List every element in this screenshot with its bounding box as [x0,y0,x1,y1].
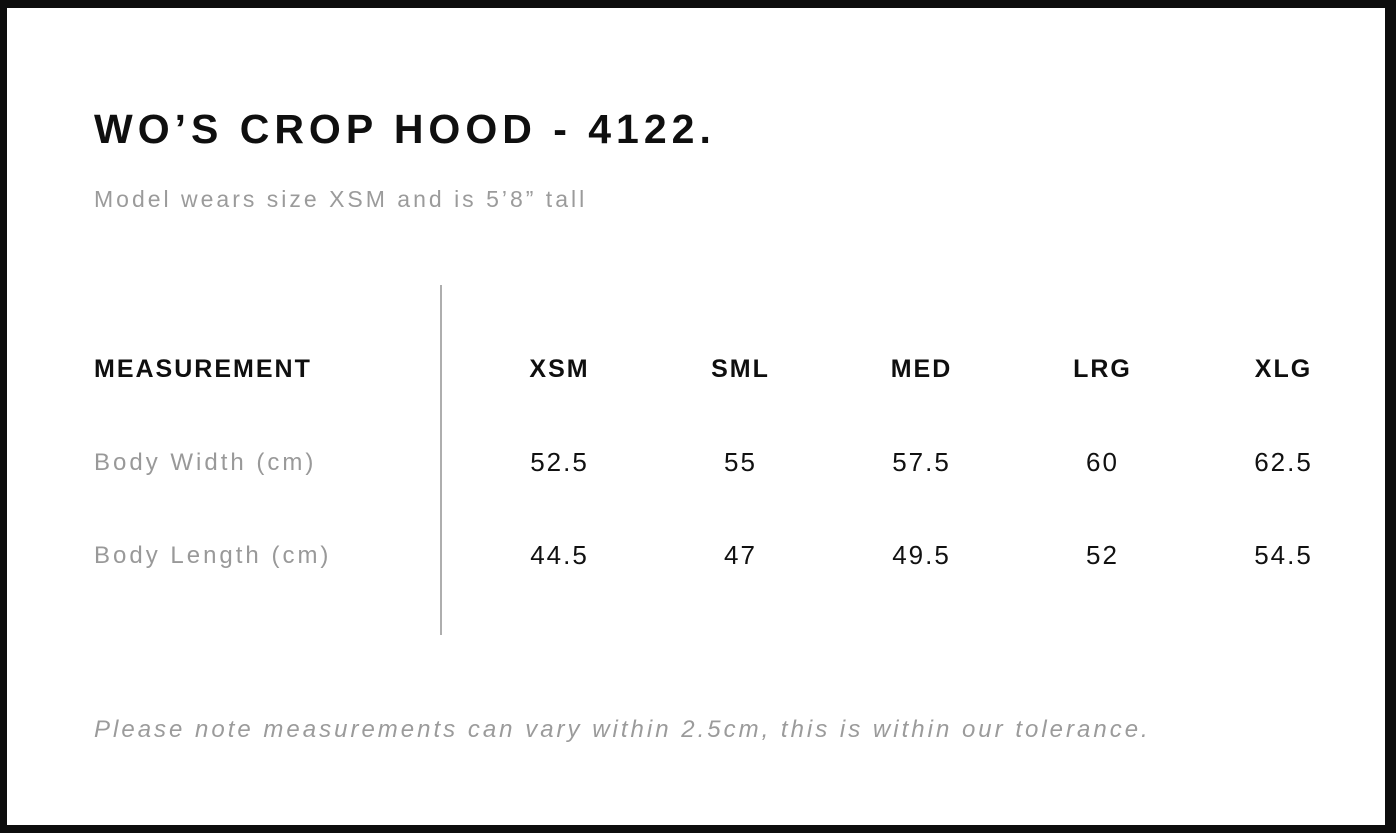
column-header-measurement: MEASUREMENT [94,355,312,383]
column-header-lrg: LRG [1073,355,1132,383]
body-length-lrg: 52 [1086,540,1119,570]
body-width-xsm: 52.5 [530,447,589,477]
body-width-lrg: 60 [1086,447,1119,477]
body-length-xsm: 44.5 [530,540,589,570]
body-length-sml: 47 [724,540,757,570]
table-vertical-divider [440,285,442,635]
column-header-xsm: XSM [529,355,590,383]
column-header-sml: SML [711,355,770,383]
column-header-med: MED [890,355,953,383]
body-length-med: 49.5 [892,540,951,570]
body-width-xlg: 62.5 [1254,447,1313,477]
model-size-subtitle: Model wears size XSM and is 5’8” tall [94,186,588,212]
size-chart-table: MEASUREMENT XSM SML MED LRG XLG Body Wid… [94,323,1374,602]
column-header-xlg: XLG [1254,355,1313,383]
tolerance-note: Please note measurements can vary within… [94,716,1151,743]
body-width-sml: 55 [724,447,757,477]
row-label-body-length: Body Length (cm) [94,541,332,569]
body-length-xlg: 54.5 [1254,540,1313,570]
body-width-med: 57.5 [892,447,951,477]
page-title: WO’S CROP HOOD - 4122. [94,106,716,152]
row-label-body-width: Body Width (cm) [94,448,317,476]
